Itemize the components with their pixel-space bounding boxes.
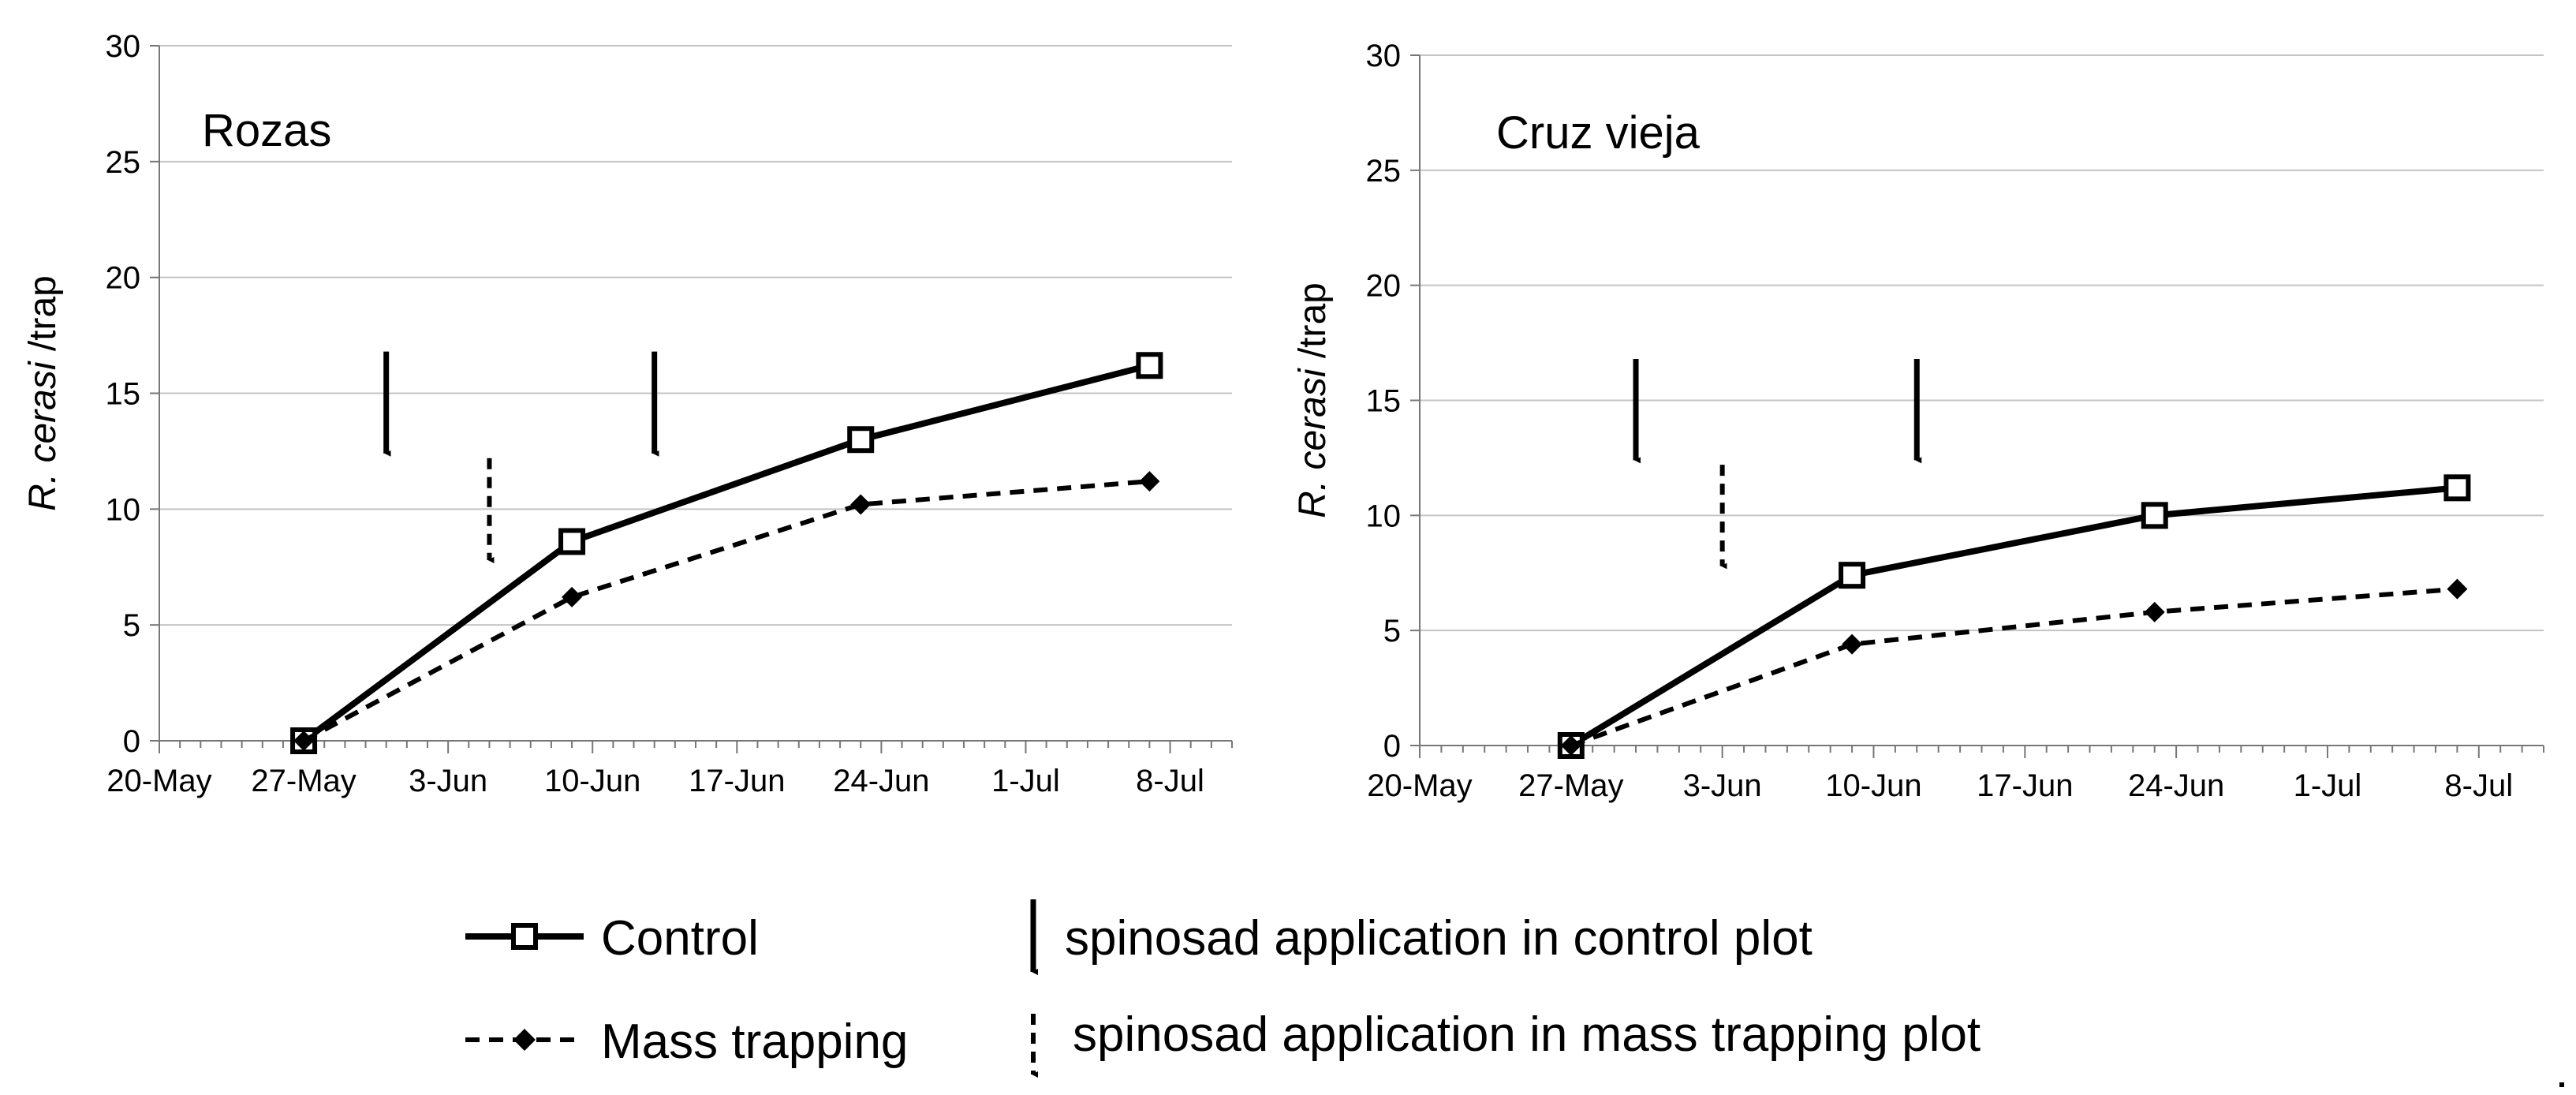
mass-trapping-point [562, 586, 583, 607]
x-tick-label: 8-Jul [2444, 768, 2513, 803]
control-point [847, 426, 875, 454]
x-tick-label: 10-Jun [1825, 768, 1921, 803]
legend: Control Mass trapping spinosad applicati… [465, 899, 2564, 1087]
control-point [558, 528, 586, 555]
x-tick-label: 3-Jun [1683, 768, 1762, 803]
panel-cruz-vieja: 0 5 10 15 20 25 30 20-May 27-May 3-Jun 10-Jun 17-Ju… [1292, 39, 2544, 803]
x-tick-label: 17-Jun [1977, 768, 2073, 803]
control-series-line [1569, 484, 2458, 749]
mass-trapping-point [1842, 633, 1863, 655]
control-point [2443, 474, 2471, 502]
control-point [1136, 352, 1163, 379]
y-axis-label: R. cerasi /trap [1292, 282, 1334, 518]
mass-trapping-point [2144, 601, 2165, 622]
legend-control-label: Control [601, 911, 759, 966]
y-axis-label-unit: /trap [22, 275, 64, 361]
y-tick-label: 15 [1366, 384, 1402, 419]
mass-trapping-series-line [1570, 586, 2458, 748]
mass-trapping-point [1139, 471, 1160, 492]
y-tick-label: 5 [1383, 614, 1401, 648]
legend-control-marker [511, 923, 538, 950]
y-tick-label: 25 [106, 145, 141, 180]
y-tick-label: 15 [106, 377, 141, 412]
y-tick-label: 0 [123, 724, 140, 759]
legend-mass-trapping-marker [513, 1029, 536, 1051]
x-tick-label: 1-Jul [991, 764, 1060, 798]
x-tick-label: 27-May [1518, 768, 1623, 803]
x-tick-label: 10-Jun [544, 764, 640, 798]
legend-mass-trapping-application-label: spinosad application in mass trapping pl… [1073, 1007, 1981, 1062]
control-point [2141, 502, 2168, 529]
y-tick-label: 25 [1366, 154, 1402, 189]
x-tick-label: 24-Jun [2128, 768, 2224, 803]
y-tick-label: 20 [1366, 269, 1402, 304]
x-tick-label: 20-May [106, 764, 211, 798]
corner-dot [2559, 1082, 2564, 1087]
y-tick-label: 20 [106, 261, 141, 296]
x-tick-label: 24-Jun [833, 764, 929, 798]
legend-mass-trapping-label: Mass trapping [601, 1015, 908, 1069]
mass-trapping-point [2447, 578, 2468, 600]
mass-trapping-point [293, 731, 315, 751]
control-point [1839, 562, 1866, 589]
y-tick-label: 10 [1366, 499, 1402, 533]
x-tick-label: 20-May [1367, 768, 1472, 803]
mass-trapping-point [850, 494, 872, 515]
x-tick-label: 1-Jul [2294, 768, 2362, 803]
x-tick-label: 8-Jul [1136, 764, 1204, 798]
legend-control-application-label: spinosad application in control plot [1065, 911, 1813, 966]
mass-trapping-series-line [302, 479, 1150, 743]
y-axis-label-unit: /trap [1292, 282, 1334, 368]
y-tick-label: 30 [106, 29, 141, 64]
control-series-line [301, 362, 1151, 744]
x-tick-label: 17-Jun [689, 764, 785, 798]
mass-trapping-point [1560, 735, 1581, 756]
y-axis-label: R. cerasi /trap [22, 275, 64, 511]
panel-rozas: 0 5 10 15 20 25 30 20-May 27-May 3-Jun 10-Jun 17-Ju… [22, 29, 1233, 798]
y-axis-label-species: R. cerasi [1292, 368, 1334, 518]
y-tick-label: 5 [123, 608, 140, 643]
chart-title: Rozas [202, 105, 331, 156]
y-tick-label: 0 [1383, 729, 1401, 764]
chart-title: Cruz vieja [1496, 107, 1701, 159]
x-tick-label: 3-Jun [409, 764, 487, 798]
y-tick-label: 10 [106, 492, 141, 527]
x-tick-label: 27-May [251, 764, 356, 798]
y-tick-label: 30 [1366, 39, 1402, 73]
y-axis-label-species: R. cerasi [22, 361, 64, 511]
